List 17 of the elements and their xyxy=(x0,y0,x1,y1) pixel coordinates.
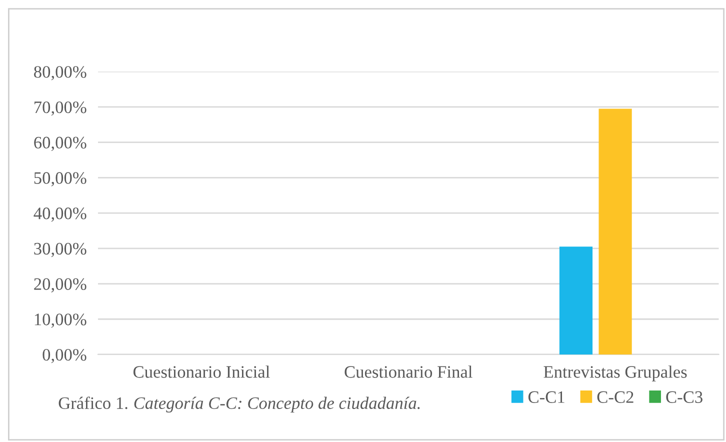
legend-label: C-C1 xyxy=(528,391,564,403)
text: Categoría C-C: Concepto de ciudadanía. xyxy=(134,396,420,413)
y-tick-label: 30,00% xyxy=(34,242,86,258)
legend-label: C-C2 xyxy=(597,391,634,403)
text: Gráfico 1. xyxy=(58,396,128,410)
y-tick-label: 20,00% xyxy=(34,278,86,292)
y-tick-label: 60,00% xyxy=(34,136,86,152)
y-tick-label: 70,00% xyxy=(34,101,86,116)
x-tick-label: Entrevistas Grupales xyxy=(544,366,687,382)
y-tick-label: 80,00% xyxy=(34,66,86,80)
y-tick-label: 50,00% xyxy=(34,172,86,186)
y-tick-label: 10,00% xyxy=(34,314,86,328)
x-tick-label: Cuestionario Final xyxy=(344,366,472,378)
x-tick-label: Cuestionario Inicial xyxy=(133,366,270,378)
y-tick-label: 40,00% xyxy=(34,208,86,222)
legend-label: C-C3 xyxy=(666,391,702,403)
y-tick-label: 0,00% xyxy=(42,348,86,364)
